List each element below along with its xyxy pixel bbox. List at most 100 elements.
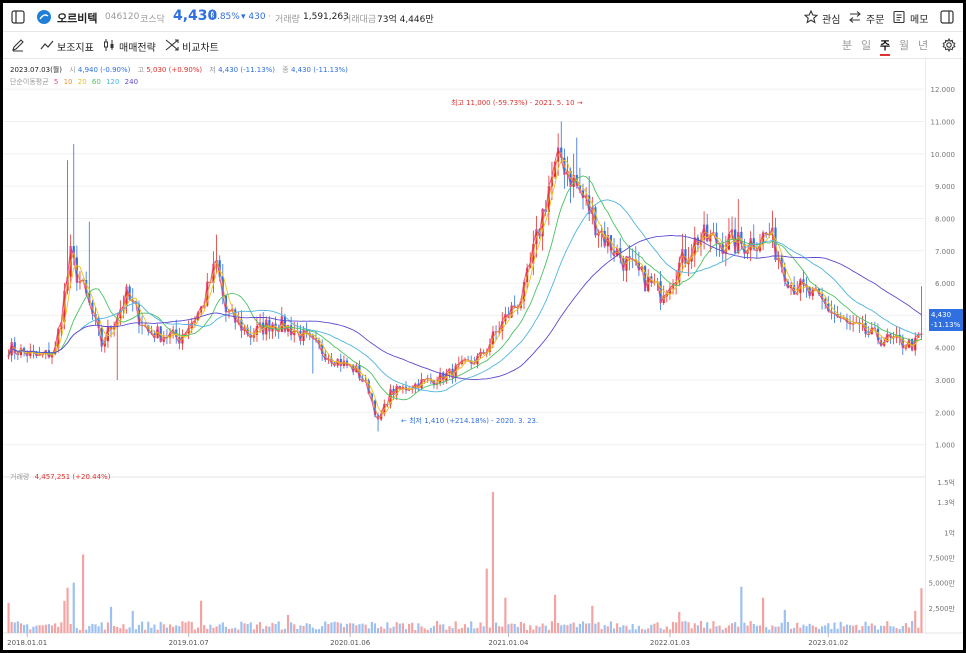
volume-bar (507, 624, 510, 633)
volume-bars (7, 492, 923, 633)
volume-bar (451, 628, 454, 633)
price-tick-label: 6.000 (935, 280, 955, 288)
price-chart[interactable]: 12.00011.00010.0009.0008.0007.0006.0005.… (3, 59, 963, 650)
ma-20-line (8, 159, 922, 414)
stock-name[interactable]: 오르비텍 (57, 12, 98, 25)
volume-bar (631, 623, 634, 633)
volume-bar (249, 622, 252, 633)
volume-bar (485, 568, 488, 633)
compare-label: 비교차트 (182, 43, 219, 54)
low-label: 저 (209, 66, 216, 74)
volume-bar (432, 625, 436, 633)
volume-bar (109, 606, 113, 633)
volume-bar (159, 621, 162, 633)
volume-bar (29, 629, 32, 633)
period-day[interactable]: 일 (861, 39, 872, 52)
volume-bar (184, 622, 187, 633)
ohlc-info: 2023.07.03(월) 시 4,940 (-0.90%) 고 5,030 (… (10, 65, 348, 75)
volume-panel-label: 거래량 (10, 473, 30, 481)
volume-bar (820, 626, 824, 633)
volume-bar (243, 623, 246, 633)
volume-bar (330, 622, 333, 633)
settings-gear-icon[interactable] (942, 38, 956, 52)
sidebar-toggle-icon[interactable] (11, 10, 25, 24)
ma-60-line (8, 175, 922, 401)
volume-bar (622, 625, 625, 633)
star-icon (804, 10, 818, 24)
volume-bar (575, 627, 578, 633)
volume-bar (550, 621, 554, 633)
volume-bar (364, 624, 367, 633)
volume-bar (445, 629, 448, 633)
volume-info: 거래량 4,457,251 (+20.44%) (10, 472, 110, 482)
volume-bar (448, 626, 451, 633)
volume-bar (842, 626, 845, 633)
moving-average-lines (8, 145, 922, 421)
volume-bar (392, 626, 395, 633)
volume-bar (603, 625, 606, 633)
price-tick-label: 11.000 (931, 118, 956, 126)
volume-bar (659, 628, 662, 633)
period-week[interactable]: 주 (880, 39, 891, 52)
volume-bar (215, 626, 218, 633)
volume-bar (774, 626, 777, 633)
volume-bar (653, 623, 656, 633)
volume-bar (786, 621, 790, 633)
volume-bar (824, 625, 827, 633)
volume-bar (395, 622, 398, 633)
volume-bar (811, 625, 814, 633)
pencil-icon[interactable] (11, 38, 25, 52)
volume-bar (224, 626, 227, 633)
period-month[interactable]: 월 (899, 39, 910, 52)
volume-bar (41, 625, 44, 633)
volume-bar (463, 624, 467, 633)
volume-bar (305, 623, 308, 633)
ma-60-legend: 60 (91, 78, 101, 86)
chart-window: 오르비텍 046120 코스닥 4,430 -8.85% ▾ 430 · 거래량… (3, 3, 963, 650)
volume-bar (88, 625, 91, 633)
memo-label: 메모 (910, 15, 929, 26)
volume-bar (479, 622, 482, 633)
price-tag-value: 4,430 (931, 311, 952, 319)
volume-bar (650, 624, 653, 633)
volume-bar (140, 621, 144, 633)
volume-bar (839, 621, 842, 633)
ma-120-legend: 120 (106, 78, 120, 86)
ma-5-legend: 5 (53, 78, 59, 86)
volume-bar (345, 623, 349, 633)
watch-label: 관심 (822, 15, 841, 26)
volume-bar (513, 623, 516, 633)
price-tick-label: 8.000 (935, 215, 955, 223)
volume-label: 거래량 (275, 15, 300, 25)
volume-bar (907, 627, 911, 633)
high-label: 고 (137, 66, 145, 74)
volume-bar (625, 625, 628, 633)
volume-bar (768, 629, 771, 633)
volume-bar (904, 623, 908, 633)
volume-bar (352, 623, 355, 633)
volume-bar (47, 624, 51, 633)
volume-bar (460, 627, 463, 633)
volume-bar (153, 624, 156, 633)
volume-bar (116, 626, 119, 633)
volume-bar (566, 625, 569, 633)
memo-icon (893, 10, 905, 24)
volume-bar (277, 621, 280, 633)
volume-bar (314, 629, 318, 633)
chart-axes: 12.00011.00010.0009.0008.0007.0006.0005.… (7, 86, 955, 647)
volume-bar (861, 626, 864, 633)
panel-toggle-icon[interactable] (940, 10, 954, 24)
volume-bar (63, 600, 66, 633)
volume-bar (671, 621, 675, 633)
ma-legend[interactable]: 단순이동평균 5 10 20 60 120 240 (10, 77, 138, 87)
volume-bar (895, 628, 898, 633)
volume-bar (696, 625, 699, 633)
price-tick-label: 12.000 (931, 86, 956, 94)
period-minute[interactable]: 분 (842, 39, 853, 52)
period-year[interactable]: 년 (918, 39, 929, 52)
volume-bar (218, 624, 221, 633)
volume-bar (100, 622, 103, 633)
volume-bar (780, 622, 783, 633)
volume-bar (522, 623, 526, 633)
volume-bar (852, 625, 855, 633)
